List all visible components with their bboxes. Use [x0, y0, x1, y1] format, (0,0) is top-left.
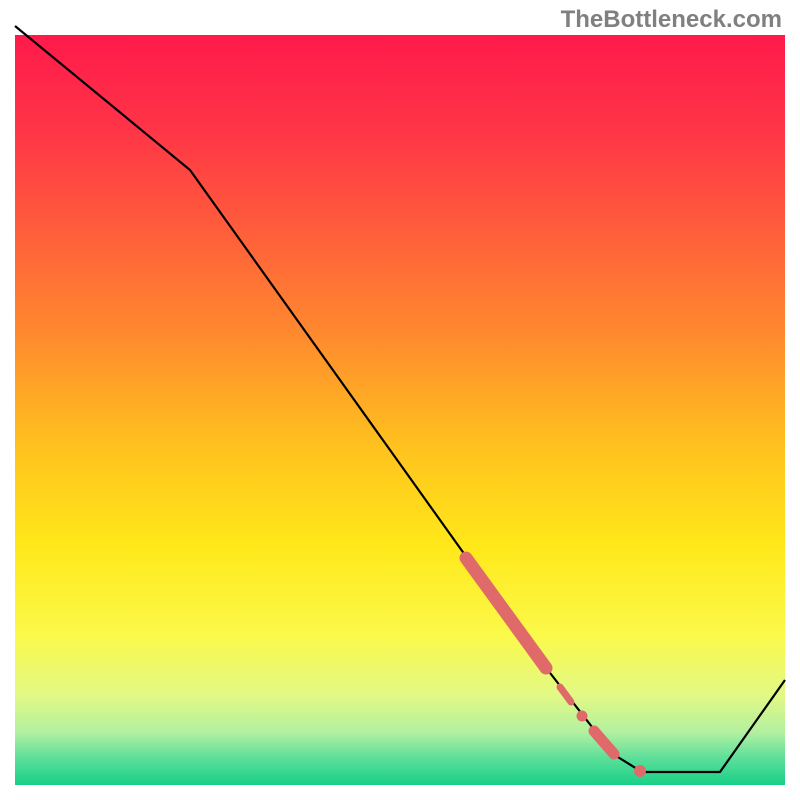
marker-dot [577, 711, 588, 722]
plot-background [15, 35, 785, 785]
bottleneck-chart [0, 0, 800, 800]
chart-container: TheBottleneck.com [0, 0, 800, 800]
marker-dot [634, 765, 646, 777]
watermark-text: TheBottleneck.com [561, 6, 782, 34]
